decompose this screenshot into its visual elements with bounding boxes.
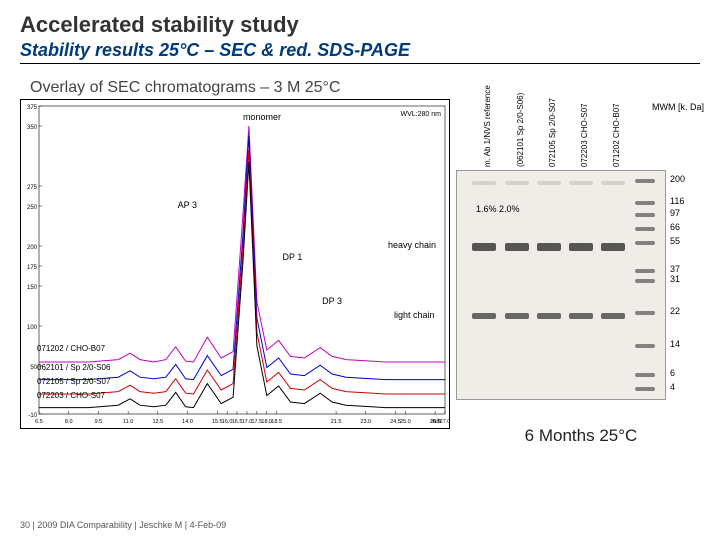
lane-header: (062101 Sp 2/0-S06)	[516, 93, 525, 167]
lane-header: 071202 CHO-B07	[612, 103, 621, 167]
svg-text:min: min	[431, 419, 441, 425]
gel-band	[472, 243, 496, 251]
svg-text:21.5: 21.5	[331, 419, 342, 425]
mw-band	[635, 269, 655, 273]
mw-label: 116	[670, 196, 684, 206]
svg-text:12.5: 12.5	[152, 419, 163, 425]
gel-band	[537, 313, 561, 319]
lane-header: m. Ab 1/NVS reference	[483, 85, 492, 167]
svg-text:150: 150	[27, 285, 38, 291]
gel-block: 6 Months 25°C m. Ab 1/NVS reference (0621…	[456, 72, 706, 452]
mw-band	[635, 213, 655, 217]
svg-text:9.5: 9.5	[95, 419, 103, 425]
svg-text:14.0: 14.0	[182, 419, 193, 425]
mw-band	[635, 311, 655, 315]
gel-caption: 6 Months 25°C	[456, 426, 706, 446]
mw-label: 14	[670, 339, 680, 349]
mw-label: 97	[670, 208, 680, 218]
mw-label: 31	[670, 274, 680, 284]
svg-text:200: 200	[27, 245, 38, 251]
svg-text:23.0: 23.0	[360, 419, 371, 425]
lane-header: 072105 Sp 2/0-S07	[548, 98, 557, 167]
svg-text:18.5: 18.5	[271, 419, 282, 425]
gel-band	[537, 243, 561, 251]
svg-text:100: 100	[27, 325, 38, 331]
mw-band	[635, 344, 655, 348]
mw-band	[635, 201, 655, 205]
gel-band	[569, 243, 593, 251]
series-label: 062101 / Sp 2/0-S06	[37, 363, 110, 372]
mw-label: 66	[670, 222, 680, 232]
page-title: Accelerated stability study	[20, 12, 700, 38]
gel-band	[569, 181, 593, 185]
peak-label: AP 3	[178, 200, 197, 210]
gel-band	[505, 181, 529, 185]
svg-text:11.0: 11.0	[123, 419, 133, 425]
svg-text:8.0: 8.0	[65, 419, 73, 425]
svg-text:275: 275	[27, 185, 38, 191]
gel-band	[537, 181, 561, 185]
sec-chart: -10501001501752002502753503756.58.09.511…	[20, 99, 450, 429]
page-subtitle: Stability results 25°C – SEC & red. SDS-…	[20, 40, 700, 64]
gel-band	[472, 181, 496, 185]
svg-text:6.5: 6.5	[35, 419, 43, 425]
series-label: 071202 / CHO-B07	[37, 344, 105, 353]
peak-label: monomer	[243, 112, 281, 122]
mw-band	[635, 373, 655, 377]
gel-band	[569, 313, 593, 319]
content-row: Overlay of SEC chromatograms – 3 M 25°C …	[20, 72, 700, 452]
sec-block: Overlay of SEC chromatograms – 3 M 25°C …	[20, 72, 450, 452]
peak-label: DP 1	[283, 252, 303, 262]
svg-text:27.0: 27.0	[440, 419, 451, 425]
mw-band	[635, 387, 655, 391]
series-label: 072203 / CHO-S07	[37, 391, 105, 400]
gel-band	[601, 181, 625, 185]
lane-header: 072203 CHO-S07	[580, 103, 589, 167]
mw-band	[635, 179, 655, 183]
gel-band	[505, 243, 529, 251]
gel-band	[601, 313, 625, 319]
mw-band	[635, 227, 655, 231]
mw-band	[635, 241, 655, 245]
mw-label: 55	[670, 236, 680, 246]
gel-band	[505, 313, 529, 319]
mw-label: 200	[670, 174, 685, 184]
mw-header: MWM [k. Da]	[652, 102, 712, 112]
sec-caption: Overlay of SEC chromatograms – 3 M 25°C	[30, 78, 450, 97]
svg-text:250: 250	[27, 205, 38, 211]
mw-label: 37	[670, 264, 680, 274]
gel-annotation: heavy chain	[388, 240, 436, 250]
gel-band	[472, 313, 496, 319]
svg-text:WVL:280 nm: WVL:280 nm	[401, 111, 442, 118]
svg-text:175: 175	[27, 265, 38, 271]
slide-footer: 30 | 2009 DIA Comparability | Jeschke M …	[20, 520, 226, 530]
svg-text:375: 375	[27, 105, 38, 111]
peak-label: DP 3	[322, 296, 342, 306]
mw-label: 22	[670, 306, 680, 316]
gel-annotation: light chain	[394, 310, 435, 320]
gel-band	[601, 243, 625, 251]
mw-band	[635, 279, 655, 283]
svg-text:350: 350	[27, 125, 38, 131]
gel-annotation: 1.6% 2.0%	[476, 204, 520, 214]
svg-text:25.0: 25.0	[400, 419, 411, 425]
mw-label: 4	[670, 382, 675, 392]
series-label: 072105 / Sp 2/0-S07	[37, 377, 110, 386]
mw-label: 6	[670, 368, 675, 378]
